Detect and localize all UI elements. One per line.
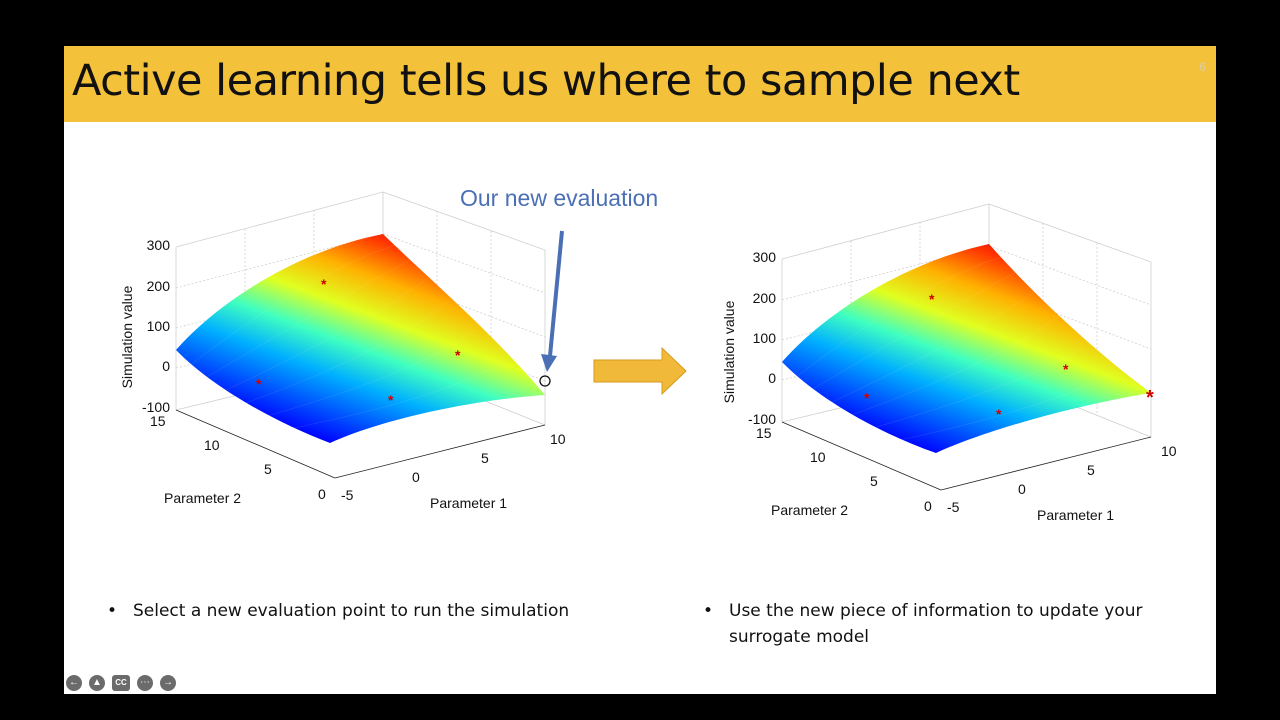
plot-left-y-ticks: 15 10 5 0 [150, 413, 326, 502]
more-icon[interactable]: ⋯ [137, 675, 153, 691]
annotation-arrow [541, 230, 564, 372]
y-tick: 0 [924, 498, 932, 514]
plot-left-surface [176, 234, 545, 443]
bullet-left-text: Select a new evaluation point to run the… [133, 601, 570, 621]
plot-right-y-ticks: 15 10 5 0 [756, 425, 932, 514]
x-tick: -5 [947, 499, 960, 515]
forward-icon[interactable]: → [160, 675, 176, 691]
plot-right-z-ticks: 300 200 100 0 -100 [748, 249, 776, 427]
z-tick: 100 [753, 330, 777, 346]
y-tick: 10 [810, 449, 826, 465]
slide-number: 6 [1199, 60, 1206, 74]
sample-marker: * [321, 276, 327, 292]
y-tick: 0 [318, 486, 326, 502]
z-tick: 200 [753, 290, 777, 306]
y-tick: 10 [204, 437, 220, 453]
z-tick: 200 [147, 278, 171, 294]
bullet-right-line2: surrogate model [729, 627, 870, 647]
x-tick: 10 [550, 431, 566, 447]
sample-marker: * [864, 390, 870, 406]
bullet-right: • Use the new piece of information to up… [703, 598, 1203, 654]
sample-marker: * [929, 291, 935, 307]
sample-marker: * [455, 347, 461, 363]
sample-marker: * [388, 392, 394, 408]
sample-marker: * [1063, 361, 1069, 377]
x-tick: 5 [1087, 462, 1095, 478]
z-tick: 0 [162, 358, 170, 374]
plot-right-floor [781, 421, 1152, 491]
new-evaluation-marker [539, 375, 551, 387]
plot-left-z-ticks: 300 200 100 0 -100 [142, 237, 170, 415]
plot-right-zlabel: Simulation value [721, 300, 737, 403]
bullet-dot: • [107, 601, 118, 621]
y-tick: 15 [150, 413, 166, 429]
title-bar: Active learning tells us where to sample… [64, 46, 1216, 122]
x-tick: 5 [481, 450, 489, 466]
sample-marker: * [996, 406, 1002, 422]
x-tick: 10 [1161, 443, 1177, 459]
plot-left-sample-markers: * * * * [256, 276, 461, 408]
plot-left-xlabel: Parameter 1 [430, 495, 507, 511]
z-tick: 0 [768, 370, 776, 386]
bullet-right-line1: Use the new piece of information to upda… [729, 601, 1143, 621]
y-tick: 5 [264, 461, 272, 477]
slide-title: Active learning tells us where to sample… [72, 56, 1020, 106]
y-tick: 5 [870, 473, 878, 489]
z-tick: 300 [753, 249, 777, 265]
plot-right-x-ticks: -5 0 5 10 [947, 443, 1177, 515]
plot-right-ylabel: Parameter 2 [771, 502, 848, 518]
x-tick: -5 [341, 487, 354, 503]
plot-left-floor [175, 409, 546, 479]
x-tick: 0 [412, 469, 420, 485]
plot-left-zlabel: Simulation value [119, 285, 135, 388]
z-tick: 300 [147, 237, 171, 253]
transition-arrow [593, 346, 687, 396]
new-sample-marker: * [1146, 387, 1154, 409]
pointer-icon[interactable]: ▲ [89, 675, 105, 691]
plot-right-sample-markers: * * * * * [864, 291, 1154, 422]
plot-right-xlabel: Parameter 1 [1037, 507, 1114, 523]
plot-left-x-ticks: -5 0 5 10 [341, 431, 566, 503]
captions-icon[interactable]: CC [112, 675, 130, 691]
x-tick: 0 [1018, 481, 1026, 497]
sample-marker: * [256, 376, 262, 392]
plot-left-ylabel: Parameter 2 [164, 490, 241, 506]
y-tick: 15 [756, 425, 772, 441]
player-controls: ← ▲ CC ⋯ → [66, 675, 176, 691]
z-tick: 100 [147, 318, 171, 334]
back-icon[interactable]: ← [66, 675, 82, 691]
z-tick: -100 [748, 411, 776, 427]
plot-right-surface-mesh [795, 256, 1117, 443]
annotation-label: Our new evaluation [460, 185, 658, 211]
plot-left-surface-mesh [189, 244, 506, 431]
z-tick: -100 [142, 399, 170, 415]
plot-right-surface [782, 244, 1151, 453]
bullet-dot: • [703, 601, 714, 621]
bullet-right-text: Use the new piece of information to upda… [729, 598, 1199, 650]
